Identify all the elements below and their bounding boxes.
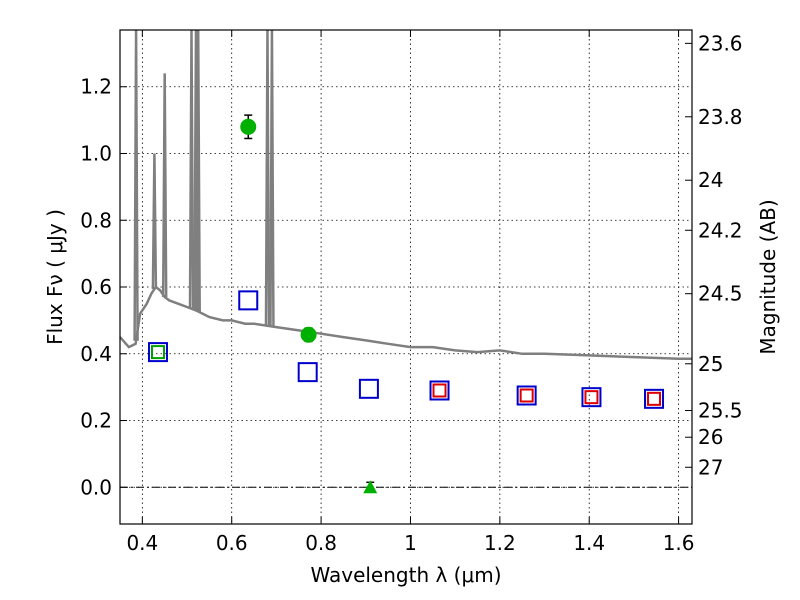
mag-tick-label-3: 24.2 — [698, 218, 743, 242]
mag-tick-label-5: 25 — [698, 352, 723, 376]
x-tick-label-3: 1 — [404, 531, 417, 555]
right-axis-label: Magnitude (AB) — [756, 199, 780, 354]
plot-frame — [119, 29, 693, 525]
y-tick-label-4: 0.8 — [80, 208, 112, 232]
y-tick-label-2: 0.4 — [80, 342, 112, 366]
y-tick-label-6: 1.2 — [80, 75, 112, 99]
blue-model-box-3 — [358, 378, 379, 399]
y-tick-label-0: 0.0 — [80, 475, 112, 499]
red-model-box-0 — [432, 383, 447, 398]
x-tick-label-0: 0.4 — [126, 531, 158, 555]
y-tick-label-3: 0.6 — [80, 275, 112, 299]
y-axis-ticks: 0.0 0.2 0.4 0.6 0.8 1.0 1.2 — [80, 75, 127, 499]
green-model-box-0 — [150, 345, 165, 360]
blue-model-box-2 — [297, 362, 318, 383]
detection-point-1 — [300, 326, 317, 343]
detection-point-0 — [240, 118, 257, 135]
red-model-box-1 — [519, 388, 534, 403]
red-model-box-3 — [647, 391, 662, 406]
y-axis-label: Flux Fν ( μJy ) — [43, 209, 67, 345]
blue-model-box-4 — [429, 380, 450, 401]
x-tick-label-6: 1.6 — [663, 531, 695, 555]
magnitude-axis-ticks: 23.6 23.8 24 24.2 24.5 25 25.526 27 — [685, 31, 743, 479]
blue-model-box-0 — [147, 342, 168, 363]
blue-model-box-7 — [644, 388, 665, 409]
mag-tick-label-2: 24 — [698, 168, 723, 192]
y-tick-label-5: 1.0 — [80, 142, 112, 166]
mag-tick-label-8: 27 — [698, 455, 723, 479]
spectrum-continuum — [119, 285, 692, 361]
grid-lines — [120, 30, 692, 524]
plot-background — [120, 30, 692, 524]
blue-model-box-1 — [238, 290, 259, 311]
red-model-box-2 — [584, 390, 599, 405]
x-tick-label-1: 0.6 — [216, 531, 248, 555]
upper-limit-point-0 — [363, 480, 378, 494]
x-axis-ticks: 0.4 0.6 0.8 1 1.2 1.4 1.6 — [126, 30, 695, 555]
x-tick-label-4: 1.2 — [484, 531, 516, 555]
mag-tick-label-1: 23.8 — [698, 105, 743, 129]
emission-line-2 — [161, 73, 168, 298]
mag-tick-label-6: 25.5 — [698, 399, 743, 423]
blue-model-box-5 — [516, 385, 537, 406]
mag-tick-label-0: 23.6 — [698, 31, 743, 55]
y-tick-label-1: 0.2 — [80, 409, 112, 433]
x-tick-label-5: 1.4 — [573, 531, 605, 555]
observed-detections — [240, 114, 317, 343]
x-tick-label-2: 0.8 — [305, 531, 337, 555]
model-photometry-green — [150, 345, 165, 360]
blue-model-box-6 — [581, 387, 602, 408]
model-photometry-red — [432, 383, 662, 406]
mag-tick-label-7: 26 — [698, 425, 723, 449]
model-photometry-blue — [147, 290, 665, 409]
x-axis-label: Wavelength λ (μm) — [310, 563, 501, 587]
mag-tick-label-4: 24.5 — [698, 282, 743, 306]
observed-upper-limits — [363, 480, 378, 494]
emission-line-1 — [151, 153, 158, 290]
